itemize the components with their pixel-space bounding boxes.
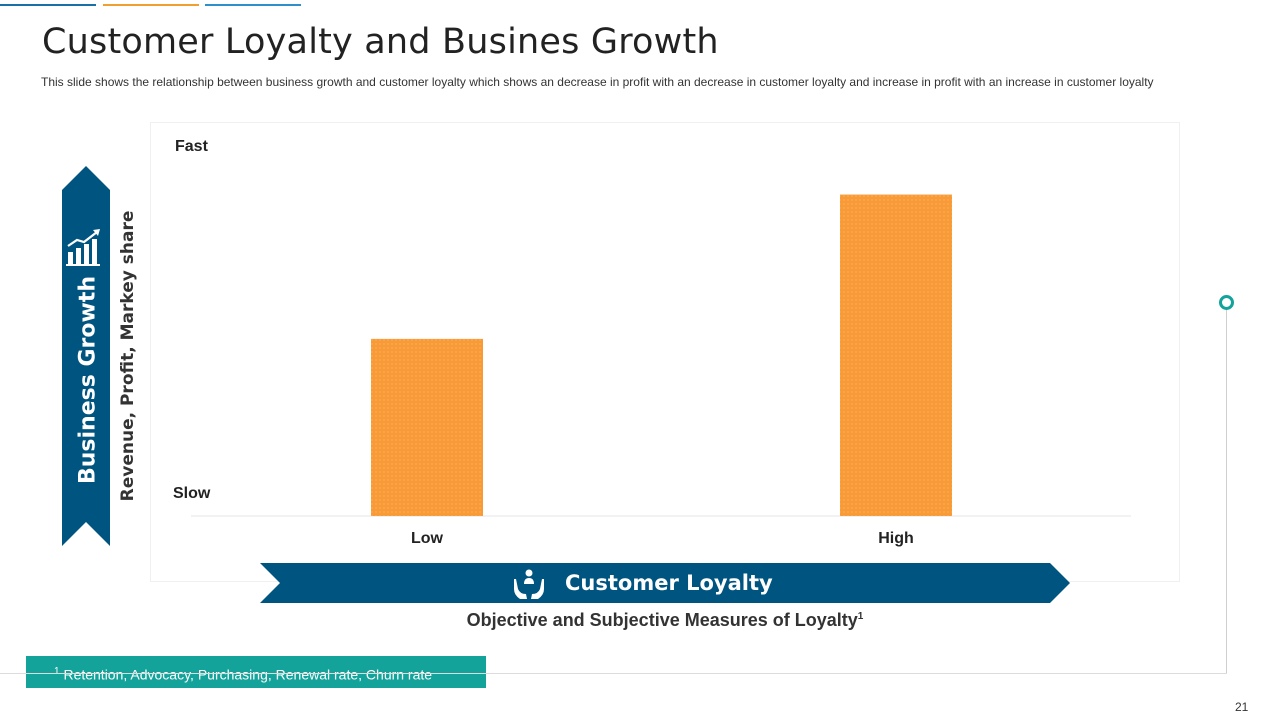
footnote-box: 1 Retention, Advocacy, Purchasing, Renew… xyxy=(26,656,486,688)
business-growth-label: Business Growth xyxy=(75,275,101,485)
bar-texture-low xyxy=(371,338,483,516)
y-tick-slow: Slow xyxy=(173,485,211,502)
y-tick-fast: Fast xyxy=(175,138,209,155)
footnote-superscript: 1 xyxy=(54,666,60,677)
slide-title: Customer Loyalty and Busines Growth xyxy=(42,22,719,62)
x-tick-high: High xyxy=(878,530,914,547)
growth-chart-icon xyxy=(66,229,100,266)
top-accent-line-1 xyxy=(0,4,96,6)
top-accent-line-3 xyxy=(205,4,301,6)
chart-frame: Fast Slow Low High xyxy=(150,122,1180,582)
timeline-circle-icon xyxy=(1219,295,1234,310)
business-growth-arrow xyxy=(62,166,110,546)
page-number: 21 xyxy=(1235,700,1249,714)
slide-subtitle: This slide shows the relationship betwee… xyxy=(41,75,1154,89)
customer-loyalty-arrow xyxy=(260,563,1070,603)
bottom-horizontal-line xyxy=(0,673,1227,674)
x-tick-low: Low xyxy=(411,530,444,547)
measures-text: Objective and Subjective Measures of Loy… xyxy=(466,610,858,630)
customer-loyalty-label: Customer Loyalty xyxy=(565,571,773,595)
right-vertical-line xyxy=(1226,308,1227,674)
hands-holding-person-icon xyxy=(514,569,544,599)
bar-chart: Fast Slow Low High xyxy=(173,138,1131,547)
footnote-text: Retention, Advocacy, Purchasing, Renewal… xyxy=(63,666,433,683)
measures-superscript: 1 xyxy=(857,611,864,622)
top-accent-line-2 xyxy=(103,4,199,6)
loyalty-measures-caption: Objective and Subjective Measures of Loy… xyxy=(0,610,1280,631)
bar-texture-high xyxy=(840,194,952,516)
y-axis-label: Revenue, Profit, Markey share xyxy=(118,210,138,502)
